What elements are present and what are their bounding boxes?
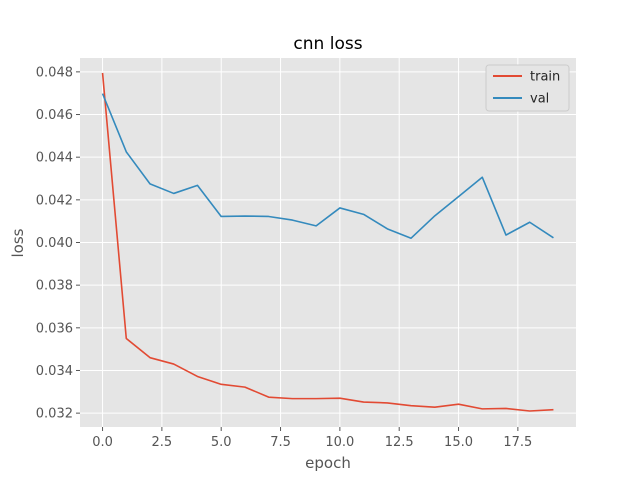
series-line-val — [101, 93, 554, 240]
y-tick-label: 0.046 — [36, 108, 73, 123]
x-axis-label: epoch — [305, 454, 351, 472]
grid-lines — [80, 58, 576, 427]
y-axis-label: loss — [9, 228, 27, 257]
y-tick-label: 0.048 — [36, 65, 73, 80]
y-tick-label: 0.044 — [36, 151, 73, 166]
legend-label-val: val — [530, 92, 549, 107]
chart-title: cnn loss — [293, 34, 362, 54]
x-tick-label: 2.5 — [152, 435, 173, 450]
series-lines — [101, 72, 554, 412]
y-tick-label: 0.042 — [36, 193, 73, 208]
y-tick-label: 0.038 — [36, 279, 73, 294]
axis-ticks: 0.0 2.5 5.0 7.5 10.0 12.5 15.0 17.5 0.032 0.034 0.… — [36, 65, 533, 450]
x-tick-label: 0.0 — [92, 435, 113, 450]
x-tick-label: 7.5 — [270, 435, 291, 450]
legend: train val — [485, 64, 570, 112]
y-tick-label: 0.034 — [36, 364, 73, 379]
y-tick-label: 0.032 — [36, 407, 73, 422]
x-tick-label: 15.0 — [444, 435, 473, 450]
x-tick-label: 5.0 — [211, 435, 232, 450]
legend-label-train: train — [530, 70, 560, 85]
x-tick-label: 17.5 — [503, 435, 532, 450]
x-tick-label: 10.0 — [325, 435, 354, 450]
series-line-train — [101, 72, 554, 412]
y-tick-label: 0.036 — [36, 321, 73, 336]
y-tick-label: 0.040 — [36, 236, 73, 251]
x-tick-label: 12.5 — [385, 435, 414, 450]
